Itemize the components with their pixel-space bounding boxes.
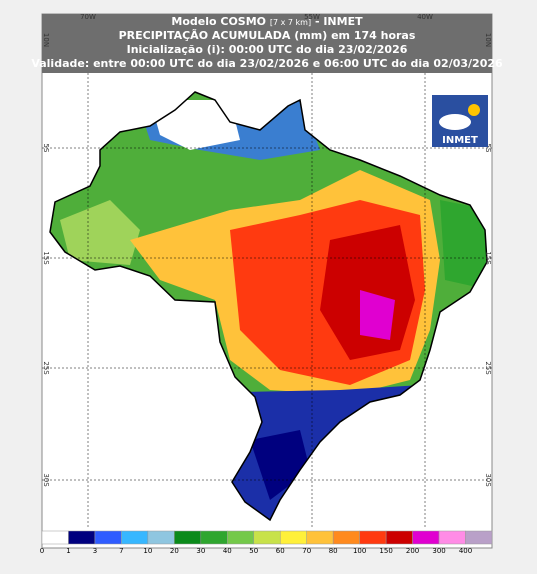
legend-label: 30 [196, 547, 205, 555]
legend-label: 1 [66, 547, 70, 555]
legend-label: 40 [223, 547, 232, 555]
legend-swatch [438, 530, 466, 545]
legend-swatch [68, 530, 96, 545]
header-title: Modelo COSMO [7 x 7 km] - INMET [171, 15, 363, 28]
legend-swatch [200, 530, 228, 545]
legend-swatch [121, 530, 149, 545]
legend-label: 7 [119, 547, 123, 555]
legend-label: 70 [302, 547, 311, 555]
lat-label: 15S [42, 251, 50, 265]
legend-label: 400 [459, 547, 472, 555]
legend-swatch [174, 530, 202, 545]
legend-label: 80 [329, 547, 338, 555]
header-validity: Validade: entre 00:00 UTC do dia 23/02/2… [31, 57, 503, 70]
graticule [42, 73, 492, 528]
lat-label-right: 25S [484, 361, 492, 375]
legend-label: 10 [143, 547, 152, 555]
lon-label: 40W [417, 13, 433, 21]
lon-label: 55W [304, 13, 320, 21]
legend-label: 0 [40, 547, 44, 555]
legend-swatch [227, 530, 255, 545]
lat-label: 5S [42, 144, 50, 153]
legend-swatch [279, 530, 307, 545]
logo-text: INMET [442, 135, 478, 146]
legend-swatch [385, 530, 413, 545]
legend-swatch [332, 530, 360, 545]
legend-label: 20 [170, 547, 179, 555]
lat-label-right: 5S [484, 144, 492, 153]
legend-label: 150 [379, 547, 392, 555]
legend-swatch [94, 530, 122, 545]
lat-label-right: 15S [484, 251, 492, 265]
legend-label: 50 [249, 547, 258, 555]
source: - INMET [315, 15, 363, 28]
legend-swatch [147, 530, 175, 545]
field-green-east [440, 200, 487, 290]
logo-cloud [439, 114, 471, 130]
lon-label: 70W [80, 13, 96, 21]
legend-label: 3 [93, 547, 97, 555]
legend-swatch [306, 530, 334, 545]
lat-label-right: 10N [484, 33, 492, 47]
lat-label: 30S [42, 473, 50, 487]
header-init: Inicialização (i): 00:00 UTC do dia 23/0… [127, 43, 408, 56]
lat-label-right: 30S [484, 473, 492, 487]
logo-sun [468, 104, 480, 116]
legend: 0 1 3 7 10 20 30 40 50 60 70 80 100 150 200 300 400 [40, 530, 493, 555]
header-variable: PRECIPITAÇÃO ACUMULADA (mm) em 174 horas [119, 29, 416, 42]
legend-label: 60 [276, 547, 285, 555]
legend-swatch [465, 530, 493, 545]
field-white [150, 100, 240, 150]
legend-label: 300 [432, 547, 445, 555]
legend-swatch [253, 530, 281, 545]
header-bar [42, 14, 492, 73]
legend-swatch [41, 530, 69, 545]
legend-label: 200 [406, 547, 419, 555]
resolution: [7 x 7 km] [270, 18, 311, 27]
brazil-outline [49, 91, 488, 522]
model: Modelo COSMO [171, 15, 266, 28]
legend-label: 100 [353, 547, 366, 555]
legend-swatch [412, 530, 440, 545]
field-magenta [360, 290, 395, 340]
legend-swatch [359, 530, 387, 545]
lat-label: 10N [42, 33, 50, 47]
lat-label: 25S [42, 361, 50, 375]
field-navy [250, 430, 310, 500]
field-lightgreen [60, 200, 140, 265]
